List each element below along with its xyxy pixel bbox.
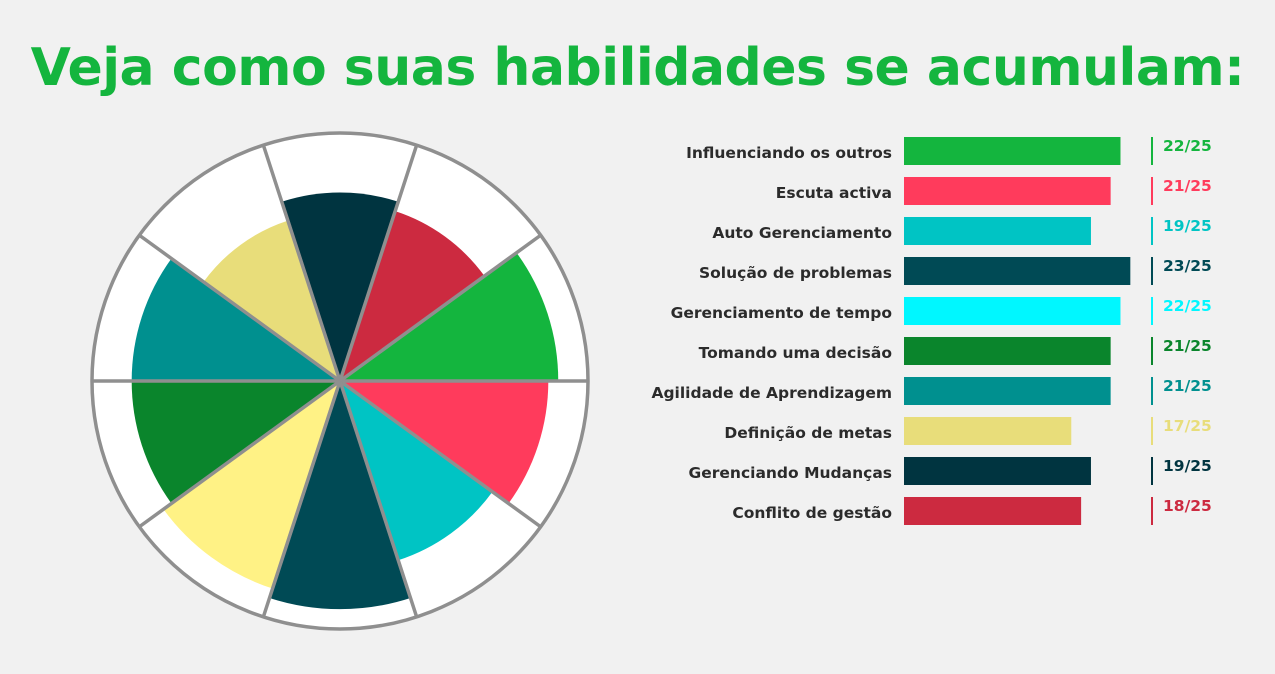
bar-label: Definição de metas [724,424,892,442]
wheel-divider [261,144,342,382]
bar-4 [904,257,1131,285]
score-label: 21/25 [1163,177,1212,195]
score-label: 22/25 [1163,297,1212,315]
wheel-sector-8 [203,220,340,381]
bar-5 [904,297,1121,325]
wheel-sector-4 [269,381,411,610]
bar-10 [904,497,1082,525]
bar-label: Solução de problemas [699,264,892,282]
wheel-sector-3 [340,381,493,561]
bar-label: Influenciando os outros [686,144,892,162]
bar-label: Auto Gerenciamento [712,224,892,242]
score-label: 17/25 [1163,417,1212,435]
bar-1 [904,137,1121,165]
score-label: 18/25 [1163,497,1212,515]
wheel-sector-9 [281,192,399,381]
wheel-divider [338,380,419,618]
score-label: 22/25 [1163,137,1212,155]
score-label: 19/25 [1163,457,1212,475]
wheel-divider [338,144,419,382]
wheel-sector-2 [340,381,549,504]
wheel-sector-6 [131,381,340,504]
wheel-sector-1 [340,252,559,381]
bar-2 [904,177,1111,205]
score-label: 23/25 [1163,257,1212,275]
bar-label: Conflito de gestão [732,504,892,522]
wheel-divider [138,379,342,529]
bar-7 [904,377,1111,405]
score-label: 21/25 [1163,337,1212,355]
wheel-sector-7 [131,258,340,381]
bar-3 [904,217,1091,245]
bar-6 [904,337,1111,365]
wheel-divider [338,379,542,529]
bar-label: Agilidade de Aprendizagem [651,384,892,402]
bar-label: Tomando uma decisão [699,344,892,362]
bar-8 [904,417,1072,445]
wheel-outline [90,131,590,631]
score-label: 19/25 [1163,217,1212,235]
wheel-divider [138,233,342,383]
wheel-sector-5 [163,381,340,589]
skill-wheel [90,131,590,631]
bar-label: Gerenciando Mudanças [689,464,892,482]
score-label: 21/25 [1163,377,1212,395]
bar-9 [904,457,1091,485]
wheel-sector-10 [340,211,485,381]
bar-label: Escuta activa [776,184,892,202]
wheel-divider [261,380,342,618]
wheel-divider [338,233,542,383]
bar-label: Gerenciamento de tempo [671,304,892,322]
page-title: Veja como suas habilidades se acumulam: [30,38,1245,98]
